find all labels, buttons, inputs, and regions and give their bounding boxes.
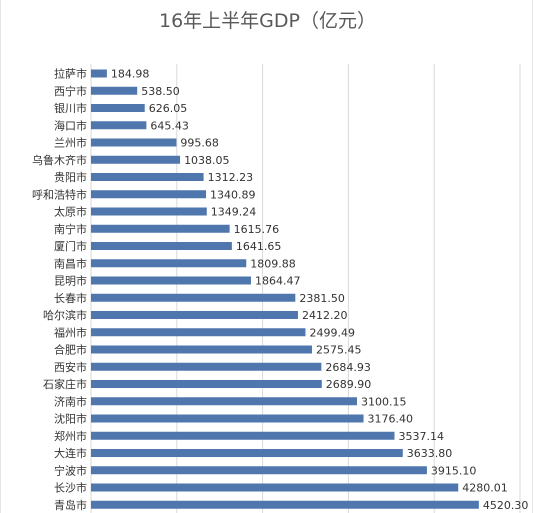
bar: [91, 276, 251, 285]
bar: [91, 380, 322, 388]
value-label: 1038.05: [184, 154, 230, 167]
category-label: 厦门市: [54, 239, 87, 253]
value-label: 1641.65: [236, 240, 282, 253]
bar: [91, 190, 207, 199]
bar: [91, 259, 247, 268]
value-label: 1864.47: [255, 275, 301, 288]
category-label: 呼和浩特市: [32, 187, 87, 201]
bar: [91, 431, 395, 440]
bars: [91, 69, 479, 509]
bar: [91, 397, 357, 406]
bar: [91, 242, 232, 250]
bar: [91, 293, 296, 302]
bar: [91, 173, 204, 181]
category-label: 大连市: [54, 446, 87, 460]
value-label: 3633.80: [407, 447, 453, 460]
bar: [91, 466, 427, 475]
value-label: 1312.23: [208, 171, 254, 184]
value-label: 1340.89: [210, 188, 256, 201]
value-label: 1349.24: [211, 206, 256, 219]
value-label: 1809.88: [250, 257, 296, 270]
category-label: 拉萨市: [54, 67, 87, 81]
value-label: 4280.01: [462, 482, 508, 495]
bar: [91, 414, 364, 423]
bar: [91, 155, 181, 164]
bar: [91, 345, 312, 354]
category-label: 济南市: [54, 394, 87, 408]
category-label: 长春市: [54, 291, 87, 305]
bar: [91, 121, 147, 130]
category-label: 西安市: [54, 360, 87, 374]
bar: [91, 86, 138, 95]
value-label: 3176.40: [368, 413, 414, 426]
bar: [91, 224, 230, 233]
value-label: 2381.50: [299, 292, 345, 305]
bar: [91, 207, 207, 216]
bar: [91, 311, 298, 319]
category-label: 郑州市: [54, 429, 87, 443]
value-label: 626.05: [149, 102, 188, 115]
value-label: 3537.14: [398, 430, 444, 443]
category-label: 银川市: [54, 101, 87, 115]
value-label: 2412.20: [302, 309, 348, 322]
value-label: 995.68: [180, 137, 219, 150]
bar: [91, 328, 306, 337]
category-label: 石家庄市: [43, 377, 87, 391]
category-label: 南昌市: [54, 256, 87, 270]
category-label: 福州市: [54, 325, 87, 339]
value-label: 184.98: [111, 68, 149, 81]
value-label: 2575.45: [316, 344, 362, 357]
chart-title: 16年上半年GDP（亿元）: [159, 10, 376, 32]
value-label: 2499.49: [309, 326, 355, 339]
bar: [91, 69, 107, 78]
bar: [91, 362, 322, 371]
category-label: 兰州市: [54, 136, 87, 150]
category-label: 贵阳市: [54, 170, 87, 184]
value-label: 3100.15: [361, 395, 407, 408]
bar: [91, 449, 403, 457]
category-label: 昆明市: [54, 274, 87, 288]
category-labels: 拉萨市西宁市银川市海口市兰州市乌鲁木齐市贵阳市呼和浩特市太原市南宁市厦门市南昌市…: [32, 67, 87, 512]
value-labels: 184.98 538.50 626.05 645.43 995.68 1038.05 131…: [111, 68, 528, 512]
category-label: 青岛市: [54, 498, 87, 512]
category-label: 沈阳市: [54, 412, 87, 426]
category-label: 乌鲁木齐市: [32, 153, 87, 167]
category-label: 宁波市: [54, 463, 87, 477]
bar: [91, 138, 177, 147]
value-label: 2684.93: [325, 361, 371, 374]
value-label: 1615.76: [234, 223, 280, 236]
value-label: 2689.90: [326, 378, 372, 391]
bar: [91, 500, 479, 509]
value-label: 645.43: [150, 119, 189, 132]
category-label: 太原市: [54, 205, 87, 219]
category-label: 哈尔滨市: [43, 308, 87, 322]
value-label: 538.50: [141, 85, 180, 98]
bar: [91, 104, 145, 112]
bar: [91, 483, 459, 492]
category-label: 长沙市: [54, 481, 87, 495]
category-label: 合肥市: [54, 343, 87, 357]
category-label: 海口市: [54, 118, 87, 132]
value-label: 4520.30: [483, 499, 529, 512]
category-label: 南宁市: [54, 222, 87, 236]
category-label: 西宁市: [54, 84, 87, 98]
value-label: 3915.10: [431, 464, 477, 477]
